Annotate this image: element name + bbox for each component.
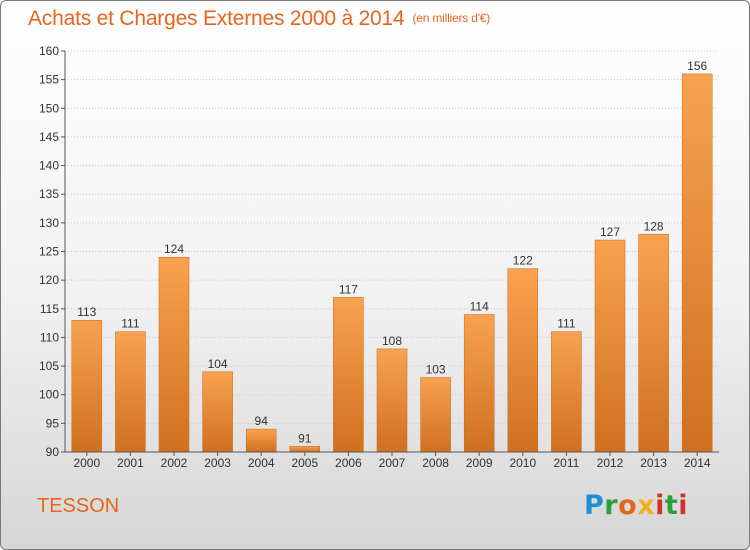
bar [71, 319, 103, 453]
y-tick-label: 110 [40, 330, 59, 344]
bar [158, 256, 190, 453]
x-tick-label: 2012 [597, 456, 624, 470]
bar [115, 331, 146, 453]
x-tick-label: 2007 [379, 456, 406, 470]
chart-title-text: Achats et Charges Externes 2000 à 2014 [28, 7, 405, 30]
bar [681, 73, 713, 453]
x-tick-label: 2004 [248, 456, 275, 470]
y-tick-label: 100 [39, 388, 59, 402]
x-tick-label: 2010 [509, 456, 536, 470]
logo-letter: P [584, 490, 605, 521]
y-tick-label: 155 [39, 73, 59, 87]
x-tick-label: 2013 [640, 456, 667, 470]
bar [594, 239, 626, 453]
data-label: 117 [339, 282, 358, 296]
x-tick-label: 2003 [204, 456, 231, 470]
bars [71, 73, 713, 453]
logo-letter: i [678, 490, 689, 521]
chart-subtitle: (en milliers d'€) [412, 11, 491, 25]
bar [551, 331, 582, 453]
proxiti-logo: Proxiti [584, 490, 688, 521]
logo-letter: x [637, 490, 656, 521]
logo-letter: t [664, 490, 679, 521]
x-tick-label: 2014 [684, 456, 711, 470]
y-tick-label: 140 [39, 159, 59, 173]
data-label: 128 [644, 219, 664, 233]
data-label: 111 [121, 317, 140, 331]
data-label: 91 [298, 431, 312, 445]
labels: 90 95 100 105 110 115 120 125 130 135 140 145 150 155… [39, 44, 711, 470]
y-tick-label: 150 [39, 101, 59, 115]
data-label: 103 [426, 363, 446, 377]
x-tick-label: 2006 [335, 456, 362, 470]
logo-letter: i [655, 490, 665, 521]
data-label: 108 [382, 334, 402, 348]
y-tick-label: 125 [39, 245, 59, 259]
y-tick-label: 145 [39, 130, 59, 144]
x-tick-label: 2005 [291, 456, 318, 470]
bar [463, 314, 495, 453]
y-tick-label: 120 [39, 273, 59, 287]
data-label: 122 [513, 254, 533, 268]
y-tick-label: 105 [39, 359, 59, 373]
bar [333, 297, 364, 453]
axes [61, 50, 719, 456]
data-label: 156 [687, 59, 707, 73]
x-tick-label: 2009 [466, 456, 493, 470]
data-label: 94 [255, 414, 269, 428]
data-label: 111 [557, 317, 576, 331]
logo-letter: o [618, 490, 638, 521]
chart-title: Achats et Charges Externes 2000 à 2014 (e… [28, 7, 490, 31]
bar [289, 446, 321, 453]
y-tick-label: 130 [39, 216, 59, 230]
x-tick-label: 2000 [73, 456, 100, 470]
y-tick-label: 90 [46, 445, 60, 459]
bar [638, 234, 669, 453]
logo-letter: r [604, 490, 619, 521]
y-tick-label: 95 [46, 416, 60, 430]
x-tick-label: 2001 [117, 456, 144, 470]
x-tick-label: 2011 [553, 456, 579, 470]
bar [507, 268, 539, 453]
commune-name: TESSON [37, 495, 120, 517]
data-label: 104 [208, 357, 228, 371]
data-label: 124 [164, 242, 184, 256]
bar [420, 377, 451, 453]
bar [245, 428, 277, 453]
bar [376, 348, 408, 453]
data-label: 114 [470, 300, 489, 314]
y-tick-label: 135 [39, 187, 59, 201]
bar [202, 371, 233, 453]
data-label: 127 [600, 225, 620, 239]
data-label: 113 [77, 305, 96, 319]
y-tick-label: 160 [39, 44, 59, 58]
y-tick-label: 115 [40, 302, 59, 316]
x-tick-label: 2008 [422, 456, 449, 470]
x-tick-label: 2002 [161, 456, 188, 470]
